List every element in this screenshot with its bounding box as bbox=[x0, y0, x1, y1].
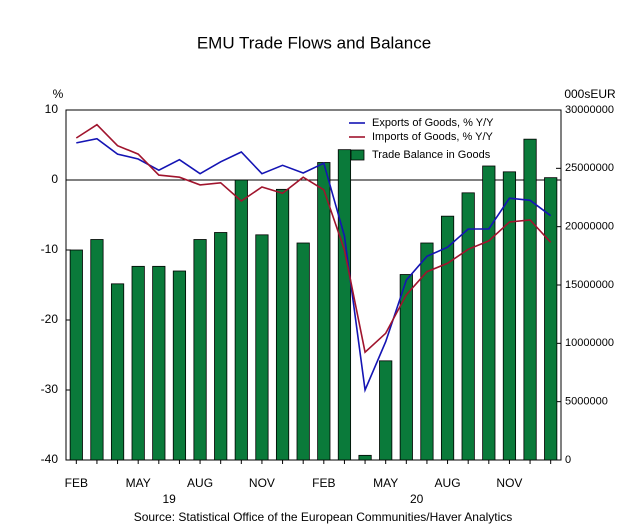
y-tick-label: 10 bbox=[45, 102, 59, 116]
bar bbox=[358, 454, 372, 461]
bar bbox=[399, 274, 413, 461]
y2-tick-label: 20000000 bbox=[565, 221, 614, 233]
bar bbox=[255, 234, 269, 461]
y-axis-label: % bbox=[53, 87, 64, 101]
y-tick-label: -10 bbox=[41, 242, 59, 256]
bar bbox=[461, 192, 475, 461]
y2-tick-label: 25000000 bbox=[565, 162, 614, 174]
bar bbox=[523, 138, 537, 461]
legend-label: Exports of Goods, % Y/Y bbox=[372, 117, 494, 129]
bar bbox=[110, 283, 125, 461]
y2-tick-label: 30000000 bbox=[565, 104, 614, 116]
x-tick-label: AUG bbox=[435, 476, 461, 490]
y2-tick-label: 0 bbox=[565, 454, 571, 466]
legend-label: Trade Balance in Goods bbox=[372, 149, 491, 161]
bar bbox=[275, 188, 290, 461]
bar bbox=[502, 171, 517, 461]
bar bbox=[482, 165, 496, 461]
year-label: 19 bbox=[162, 492, 176, 506]
bar bbox=[90, 239, 104, 461]
bar bbox=[317, 162, 331, 461]
bar bbox=[440, 215, 455, 461]
x-tick-label: AUG bbox=[187, 476, 213, 490]
x-tick-label: MAY bbox=[373, 476, 398, 490]
bar bbox=[214, 232, 228, 461]
bar bbox=[131, 265, 145, 461]
y-tick-label: -40 bbox=[41, 452, 59, 466]
y2-axis-label: 000sEUR bbox=[564, 87, 616, 101]
bar bbox=[69, 249, 83, 461]
legend-label: Imports of Goods, % Y/Y bbox=[372, 131, 494, 143]
x-tick-label: FEB bbox=[312, 476, 335, 490]
line bbox=[75, 123, 552, 354]
bar bbox=[544, 177, 558, 461]
bar bbox=[420, 242, 434, 461]
x-tick-label: MAY bbox=[126, 476, 151, 490]
chart-title: EMU Trade Flows and Balance bbox=[197, 33, 431, 52]
bar bbox=[234, 179, 248, 461]
y2-tick-label: 5000000 bbox=[565, 396, 608, 408]
source: Source: Statistical Office of the Europe… bbox=[134, 510, 513, 524]
y-tick-label: -20 bbox=[41, 312, 59, 326]
bar bbox=[379, 360, 393, 461]
y2-tick-label: 15000000 bbox=[565, 279, 614, 291]
legend-swatch bbox=[350, 149, 365, 161]
x-tick-label: NOV bbox=[496, 476, 522, 490]
bar bbox=[193, 239, 207, 461]
y2-tick-label: 10000000 bbox=[565, 337, 614, 349]
y-tick-label: -30 bbox=[41, 382, 59, 396]
x-tick-label: FEB bbox=[65, 476, 88, 490]
y-tick-label: 0 bbox=[51, 172, 58, 186]
bar bbox=[296, 242, 310, 461]
bar bbox=[152, 265, 166, 461]
bar bbox=[172, 270, 187, 461]
year-label: 20 bbox=[410, 492, 424, 506]
x-tick-label: NOV bbox=[249, 476, 275, 490]
line bbox=[76, 137, 552, 393]
bar bbox=[337, 149, 352, 461]
